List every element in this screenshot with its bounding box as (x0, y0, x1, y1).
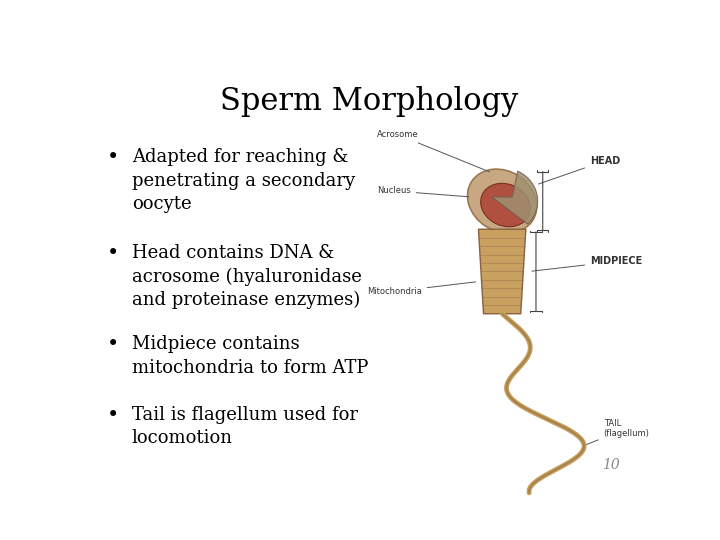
Text: Tail is flagellum used for
locomotion: Tail is flagellum used for locomotion (132, 406, 358, 447)
Text: Adapted for reaching &
penetrating a secondary
oocyte: Adapted for reaching & penetrating a sec… (132, 148, 355, 213)
Text: TAIL
(flagellum): TAIL (flagellum) (587, 418, 649, 444)
Text: Nucleus: Nucleus (377, 186, 469, 197)
Text: Acrosome: Acrosome (377, 130, 490, 172)
Polygon shape (492, 171, 538, 224)
Text: •: • (107, 406, 119, 425)
Ellipse shape (467, 169, 536, 233)
Text: •: • (107, 148, 119, 167)
Text: Midpiece contains
mitochondria to form ATP: Midpiece contains mitochondria to form A… (132, 335, 368, 377)
Text: 10: 10 (603, 458, 620, 472)
Text: HEAD: HEAD (539, 156, 621, 184)
Text: •: • (107, 244, 119, 262)
Text: Sperm Morphology: Sperm Morphology (220, 85, 518, 117)
Text: MIDPIECE: MIDPIECE (532, 256, 642, 271)
Text: •: • (107, 335, 119, 354)
Text: Head contains DNA &
acrosome (hyaluronidase
and proteinase enzymes): Head contains DNA & acrosome (hyaluronid… (132, 244, 361, 309)
Ellipse shape (481, 184, 531, 227)
Polygon shape (478, 229, 526, 314)
Text: Mitochondria: Mitochondria (366, 282, 476, 296)
